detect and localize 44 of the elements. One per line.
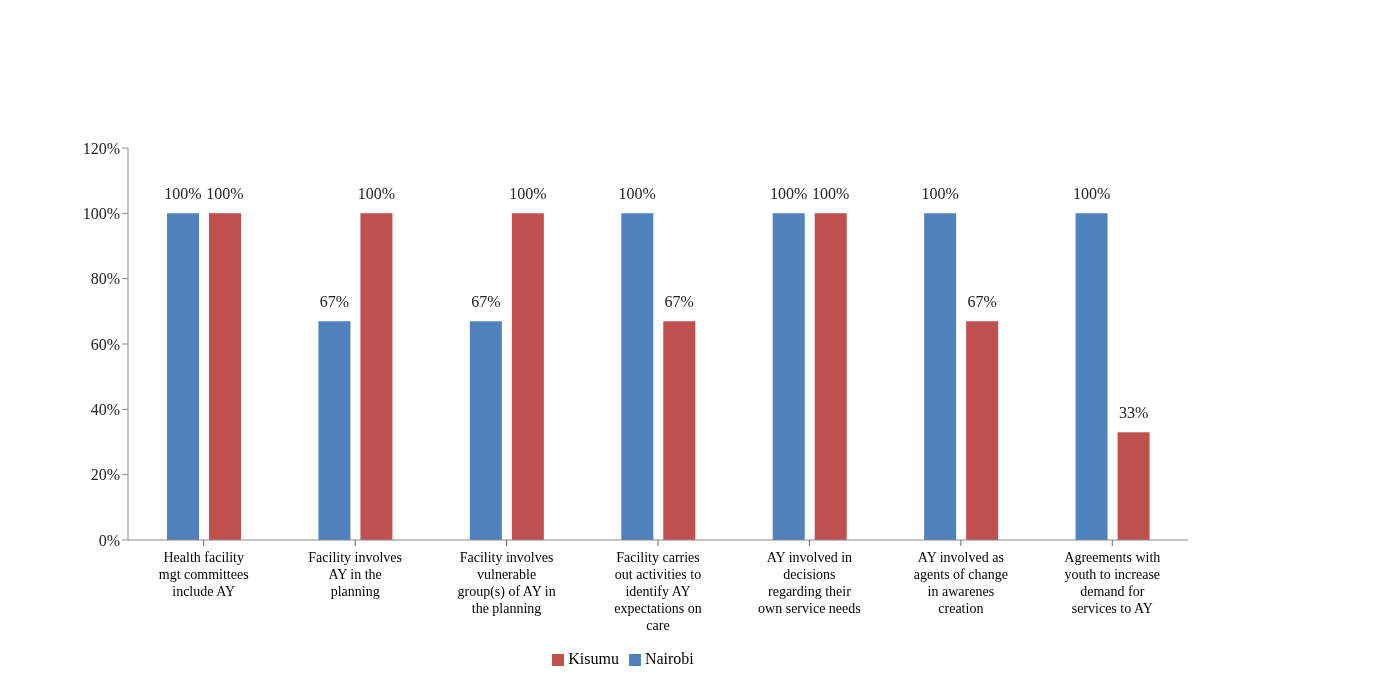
data-label: 100% — [921, 185, 959, 203]
data-label: 100% — [357, 185, 396, 203]
bar — [209, 213, 241, 540]
data-label: 33% — [1118, 404, 1149, 422]
x-tick-label: AY involved in decisions regarding their own service needs — [758, 550, 861, 616]
y-tick-label: 60% — [90, 335, 120, 353]
bar — [924, 213, 957, 540]
x-tick-label: AY involved as agents of change in awarenes creation — [913, 550, 1008, 616]
bar — [663, 321, 696, 540]
y-tick-label: 80% — [90, 270, 120, 288]
data-label: 100% — [509, 185, 547, 203]
y-tick-label: 120% — [82, 139, 120, 157]
x-tick-label: Agreements with youth to increase demand for services to AY — [1064, 550, 1161, 616]
y-tick-label: 20% — [90, 466, 120, 484]
data-label: 67% — [967, 293, 997, 311]
x-tick-label: Facility involves vulnerable group(s) of AY in the planning — [457, 550, 556, 616]
legend-label: Nairobi — [644, 650, 694, 667]
data-label: 100% — [770, 185, 808, 203]
bar — [360, 213, 393, 540]
bar — [167, 213, 199, 540]
x-tick-label: Facility involves AY in the planning — [308, 550, 402, 599]
x-tick-label: Health facility mgt committees include AY — [158, 550, 249, 599]
data-label: 100% — [206, 185, 244, 203]
data-label: 100% — [164, 185, 202, 203]
data-label: 67% — [664, 293, 694, 311]
data-label: 67% — [319, 293, 350, 311]
y-tick-label: 100% — [82, 205, 120, 223]
bar — [511, 213, 544, 540]
x-tick-label: Facility carries out activities to identify AY expectations on care — [614, 550, 702, 633]
bar — [966, 321, 999, 540]
bar — [772, 213, 805, 540]
y-tick-label: 40% — [90, 401, 120, 419]
bar — [1117, 432, 1150, 540]
legend-label: Kisumu — [568, 650, 619, 667]
bar — [469, 321, 502, 540]
data-label: 67% — [471, 293, 501, 311]
bar — [318, 321, 351, 540]
data-label: 100% — [812, 185, 850, 203]
data-label: 100% — [618, 185, 656, 203]
bar — [621, 213, 654, 540]
bar — [1075, 213, 1108, 540]
bar — [814, 213, 847, 540]
y-tick-label: 0% — [98, 531, 120, 549]
data-label: 100% — [1072, 185, 1111, 203]
